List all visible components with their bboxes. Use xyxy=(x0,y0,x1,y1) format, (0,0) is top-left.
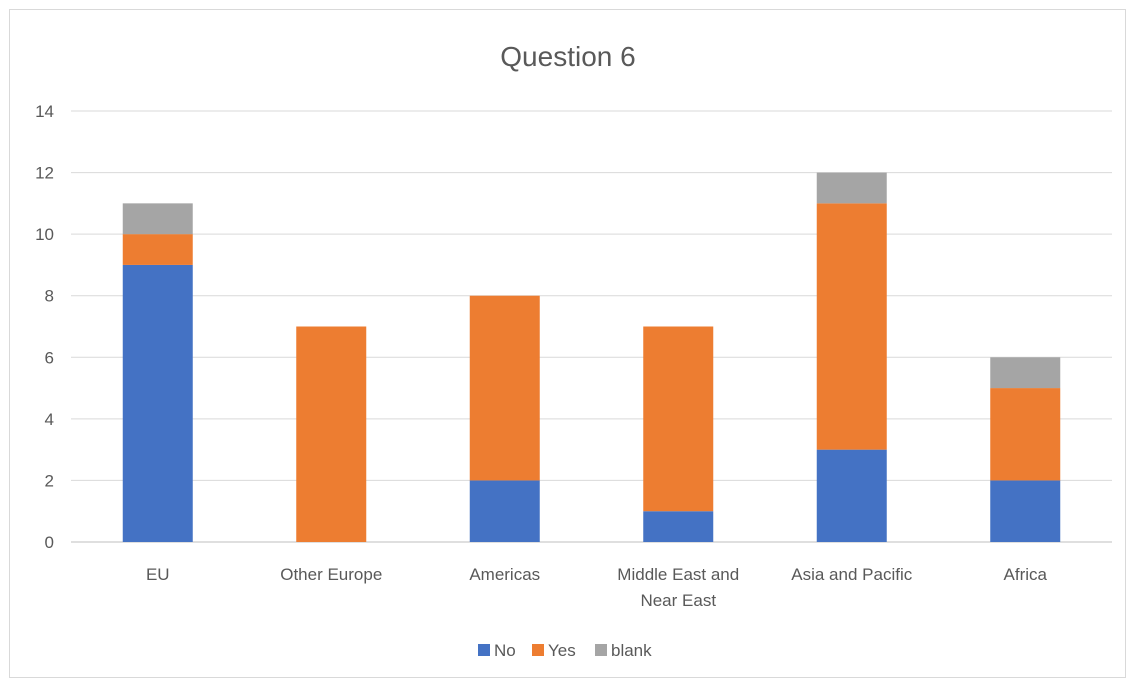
bar-segment-yes xyxy=(816,203,887,450)
stacked-bar-chart: Question 6 0 2 4 6 8 10 12 14 EU Other Europe Ame… xyxy=(35,41,1112,660)
legend-swatch xyxy=(595,644,607,656)
y-tick-label: 8 xyxy=(45,287,54,306)
chart-title: Question 6 xyxy=(500,41,635,72)
bar-segment-yes xyxy=(990,388,1061,481)
x-axis-ticks: EU Other Europe Americas Middle East and Nea… xyxy=(146,565,1048,610)
x-tick-label: EU xyxy=(146,565,170,584)
bar-segment-no xyxy=(816,449,887,542)
bar-segment-blank xyxy=(122,203,193,235)
legend-swatch xyxy=(532,644,544,656)
bar-segment-no xyxy=(469,480,540,542)
chart-frame: Question 6 0 2 4 6 8 10 12 14 EU Other Europe Ame… xyxy=(9,9,1126,678)
bar-segment-no xyxy=(990,480,1061,542)
gridlines xyxy=(71,110,1112,543)
y-tick-label: 10 xyxy=(35,225,54,244)
y-axis-ticks: 0 2 4 6 8 10 12 14 xyxy=(35,102,54,552)
y-tick-label: 6 xyxy=(45,348,54,367)
x-tick-label: Middle East and Near East xyxy=(617,565,739,610)
bars xyxy=(122,172,1061,542)
x-tick-label: Africa xyxy=(1004,565,1048,584)
y-tick-label: 4 xyxy=(45,410,54,429)
bar-segment-blank xyxy=(816,172,887,204)
legend-swatch xyxy=(478,644,490,656)
legend-item-blank: blank xyxy=(595,641,652,660)
legend-label: Yes xyxy=(548,641,576,660)
bar-segment-no xyxy=(122,264,193,542)
legend-item-yes: Yes xyxy=(532,641,576,660)
y-tick-label: 14 xyxy=(35,102,54,121)
bar-segment-yes xyxy=(296,326,367,542)
x-tick-label: Asia and Pacific xyxy=(791,565,912,584)
legend: No Yes blank xyxy=(478,641,652,660)
legend-label: blank xyxy=(611,641,652,660)
x-tick-label: Americas xyxy=(469,565,540,584)
bar-segment-yes xyxy=(122,234,193,265)
bar-segment-no xyxy=(643,511,714,542)
y-tick-label: 12 xyxy=(35,164,54,183)
bar-segment-blank xyxy=(990,357,1061,389)
bar-segment-yes xyxy=(469,295,540,481)
legend-item-no: No xyxy=(478,641,516,660)
bar-segment-yes xyxy=(643,326,714,512)
legend-label: No xyxy=(494,641,516,660)
y-tick-label: 0 xyxy=(45,533,54,552)
x-tick-label: Other Europe xyxy=(280,565,382,584)
y-tick-label: 2 xyxy=(45,471,54,490)
